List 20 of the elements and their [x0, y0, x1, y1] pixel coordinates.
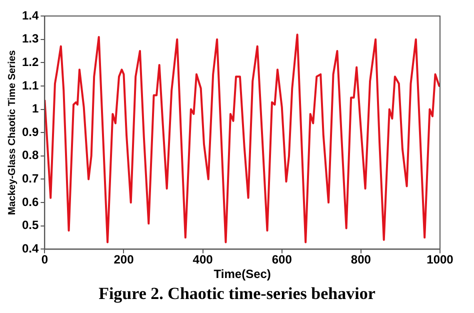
y-tick-label: 1 [32, 102, 39, 116]
y-tick-label: 0.6 [22, 194, 39, 209]
x-tick-label: 1000 [426, 252, 454, 267]
y-tick-label: 0.8 [22, 148, 39, 162]
y-tick-label: 1.1 [22, 78, 39, 92]
caption: Figure 2. Chaotic time-series behavior [98, 284, 376, 304]
x-tick-label: 600 [272, 252, 292, 267]
y-tick-label: 0.4 [22, 242, 39, 256]
x-tick-label: 400 [192, 252, 214, 267]
y-tick-label: 0.7 [22, 172, 39, 186]
y-tick-label: 1.2 [22, 54, 39, 69]
y-tick-label: 1.3 [22, 32, 39, 46]
y-tick-label: 0.5 [22, 218, 39, 232]
y-tick-label: 0.9 [22, 124, 39, 139]
y-axis-title: Mackey-Glass Chaotic Time Series [6, 50, 18, 216]
y-tick-label: 1.4 [22, 8, 39, 22]
x-tick-label: 0 [41, 252, 48, 267]
x-tick-label: 800 [350, 252, 372, 267]
x-tick-label: 200 [114, 252, 134, 267]
x-axis-title: Time(Sec) [214, 267, 271, 282]
